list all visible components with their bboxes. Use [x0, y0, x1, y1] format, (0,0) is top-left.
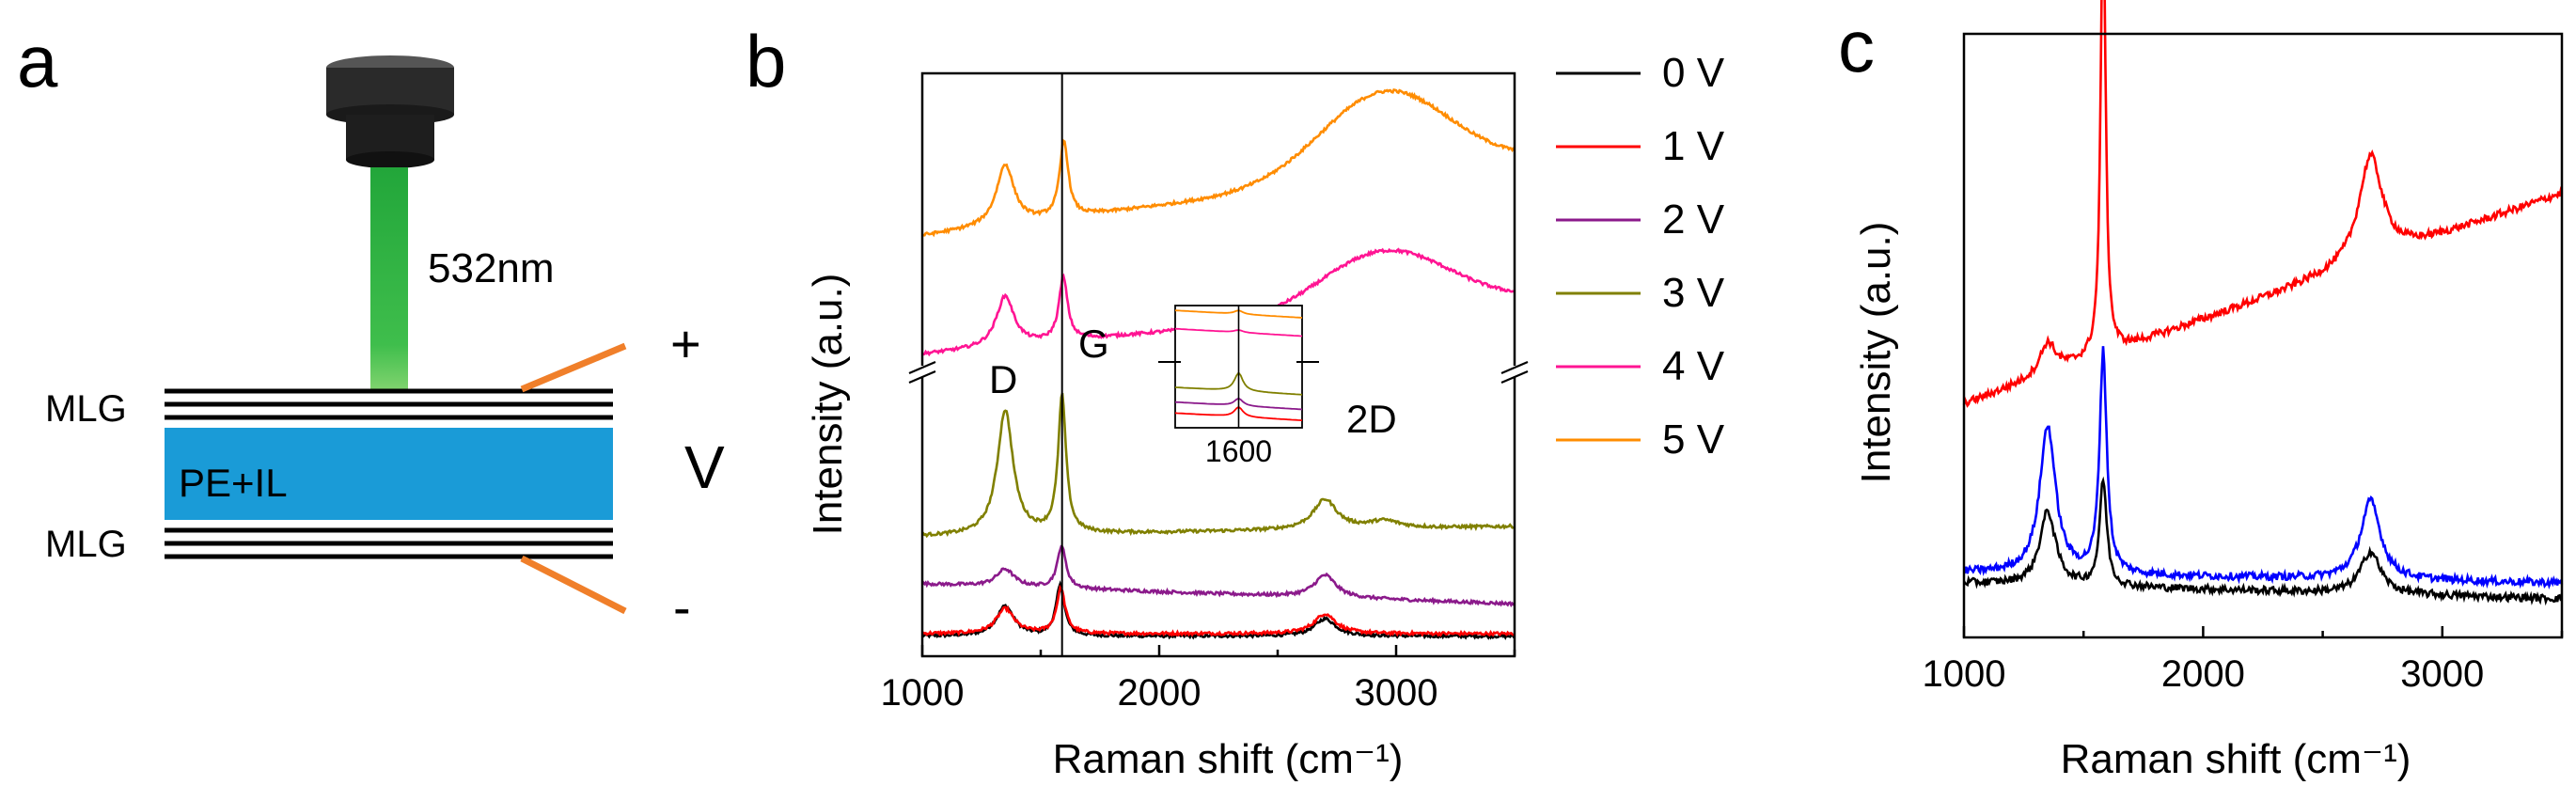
c-x-axis-label: Raman shift (cm⁻¹): [2061, 736, 2411, 782]
b-legend-label: 5 V: [1662, 416, 1725, 463]
laser-beam: [370, 167, 408, 389]
electrolyte-layer: [165, 428, 613, 520]
b-series-line-2V: [920, 544, 1516, 608]
c-x-tick-label: 2000: [2161, 653, 2245, 695]
minus-label: -: [673, 577, 691, 636]
c-series-line-red: [1962, 0, 2564, 408]
b-axis-break-mark: [1500, 360, 1529, 375]
c-x-tick-label: 1000: [1923, 653, 2006, 695]
panel-c: c 1000 2000 3000 Intensity (a.u.) Raman sh…: [1838, 0, 2564, 782]
plot-c: 1000 2000 3000: [1923, 0, 2564, 695]
b-series-line-5V: [921, 87, 1516, 238]
laser-wavelength-label: 532nm: [428, 245, 555, 291]
voltage-label: V: [684, 433, 725, 501]
panel-a-label: a: [17, 20, 58, 102]
bottom-mlg-label: MLG: [45, 524, 127, 565]
b-legend-label: 3 V: [1662, 270, 1725, 316]
b-legend-label: 0 V: [1662, 50, 1725, 96]
b-axis-break-mark: [908, 360, 936, 375]
b-axis-break-mark: [1500, 369, 1529, 385]
b-x-tick-label: 3000: [1355, 672, 1438, 714]
objective-lens-icon: [326, 55, 454, 168]
c-x-tick-label: 3000: [2400, 653, 2484, 695]
plot-b: 1000 2000 3000 D G 2D 1600: [881, 71, 1529, 714]
b-series-line-3V: [920, 392, 1516, 539]
panel-b-label: b: [746, 20, 786, 102]
c-y-axis-label: Intensity (a.u.): [1853, 222, 1899, 484]
b-x-tick-label: 1000: [881, 672, 965, 714]
b-legend-label: 1 V: [1662, 123, 1725, 169]
plus-label: +: [670, 314, 701, 373]
b-x-tick-label: 2000: [1118, 672, 1202, 714]
bottom-graphene-layers: [165, 527, 613, 559]
negative-lead: [520, 555, 627, 615]
legend-b: 0 V 1 V 2 V 3 V 4 V 5 V: [1556, 50, 1725, 463]
b-axis-break-mark: [908, 369, 936, 385]
c-series-line-black: [1962, 476, 2563, 606]
b-frame: [920, 71, 1516, 658]
b-peak-label-G: G: [1078, 322, 1109, 366]
panel-a: a 532nm PE+IL: [17, 20, 725, 636]
b-y-axis-label: Intensity (a.u.): [805, 274, 851, 536]
c-series-line-blue: [1962, 346, 2564, 589]
b-x-axis-label: Raman shift (cm⁻¹): [1053, 736, 1404, 782]
b-inset-tick-label: 1600: [1205, 434, 1272, 468]
positive-lead: [520, 342, 627, 393]
b-legend-label: 2 V: [1662, 196, 1725, 243]
panel-c-label: c: [1838, 5, 1875, 87]
electrolyte-label: PE+IL: [179, 461, 288, 505]
b-series-line-1V: [920, 584, 1516, 637]
panel-b: b 1000 2000 3000 D G 2D 1600 0 V 1 V 2 V 3 V 4 V 5 …: [746, 20, 1725, 782]
top-mlg-label: MLG: [45, 388, 127, 430]
top-graphene-layers: [165, 388, 613, 420]
b-peak-label-2D: 2D: [1346, 397, 1397, 441]
c-frame: [1962, 32, 2564, 639]
b-legend-label: 4 V: [1662, 343, 1725, 389]
b-peak-label-D: D: [989, 357, 1017, 401]
